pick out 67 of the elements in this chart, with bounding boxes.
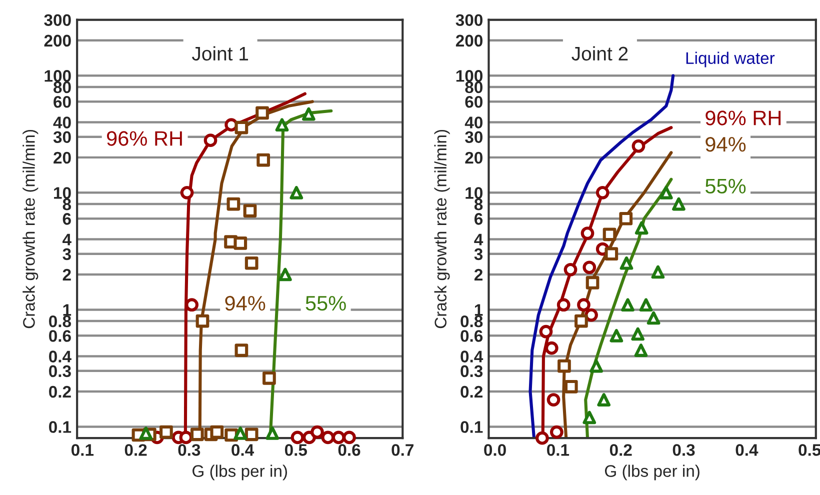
x-tick-label: 0.7 [392, 444, 414, 456]
series-label: 55% [705, 178, 746, 194]
y-tick-label: 80 [465, 81, 482, 94]
y-tick-label: 100 [456, 70, 482, 82]
text: Joint 1 [192, 46, 248, 61]
y-axis-title: Crack growth rate (mil/min) [434, 130, 450, 328]
y-tick-label: 4 [474, 234, 484, 246]
y-tick-label: 0.8 [49, 315, 72, 328]
y-tick-label: 0.4 [49, 350, 72, 362]
y-tick-label: 60 [465, 96, 482, 108]
x-tick-label: 0.3 [178, 444, 200, 456]
y-tick-label: 3 [474, 248, 483, 260]
y-tick-label: 2 [474, 268, 482, 281]
x-tick-label: 0.6 [338, 444, 360, 456]
y-tick-label: 0.2 [460, 386, 482, 398]
y-tick-label: 80 [54, 81, 71, 94]
y-tick-label: 0.3 [460, 365, 483, 378]
y-tick-label: 100 [44, 70, 71, 82]
y-tick-label: 6 [474, 213, 483, 225]
y-tick-label: 300 [44, 14, 71, 26]
y-tick-label: 0.6 [49, 330, 71, 342]
y-tick-label: 0.8 [460, 315, 483, 328]
y-axis-title: Crack growth rate (mil/min) [22, 130, 38, 328]
x-axis-title: G (lbs per in) [192, 464, 287, 480]
y-tick-label: 2 [62, 268, 71, 281]
y-tick-label: 8 [62, 198, 72, 210]
y-tick-label: 6 [62, 213, 71, 225]
x-tick-label: 0.4 [232, 444, 254, 456]
y-tick-label: 0.2 [49, 386, 71, 398]
series-label: Liquid water [686, 52, 775, 68]
series-label: 96% RH [706, 110, 781, 126]
y-tick-label: 1 [474, 304, 483, 316]
y-tick-label: 10 [466, 187, 482, 199]
x-tick-label: 0.2 [610, 444, 632, 456]
y-tick-label: 0.4 [460, 350, 484, 362]
y-tick-label: 30 [53, 131, 71, 144]
y-tick-label: 40 [53, 116, 71, 128]
x-tick-label: 0.2 [124, 444, 147, 456]
y-tick-label: 300 [456, 14, 482, 26]
x-tick-label: 0.4 [736, 444, 758, 456]
x-tick-label: 0.1 [71, 444, 94, 456]
text: Joint 2 [572, 46, 628, 61]
y-tick-label: 1 [63, 304, 72, 316]
y-tick-label: 0.6 [460, 330, 483, 342]
y-tick-label: 4 [62, 234, 72, 246]
x-tick-label: 0.0 [484, 444, 506, 456]
y-tick-label: 200 [456, 34, 482, 47]
y-tick-label: 3 [62, 248, 71, 260]
series-label: 94% [225, 296, 266, 311]
y-tick-label: 10 [54, 187, 71, 199]
y-tick-label: 60 [54, 96, 71, 108]
y-tick-label: 20 [54, 152, 71, 164]
series-label: 94% [706, 136, 746, 152]
y-tick-label: 0.1 [49, 421, 72, 433]
x-tick-label: 0.5 [284, 444, 308, 456]
y-tick-label: 0.3 [49, 365, 71, 378]
y-tick-label: 30 [465, 131, 482, 144]
series-label: 96% RH [106, 131, 182, 146]
series-label: 55% [306, 296, 346, 311]
y-tick-label: 40 [464, 116, 482, 128]
y-tick-label: 20 [465, 152, 482, 164]
x-axis-title: G (lbs per in) [604, 464, 700, 480]
x-tick-label: 0.1 [547, 444, 570, 456]
y-tick-label: 200 [44, 34, 71, 47]
x-tick-label: 0.3 [672, 444, 695, 456]
y-tick-label: 0.1 [460, 421, 483, 433]
y-tick-label: 8 [474, 198, 483, 210]
